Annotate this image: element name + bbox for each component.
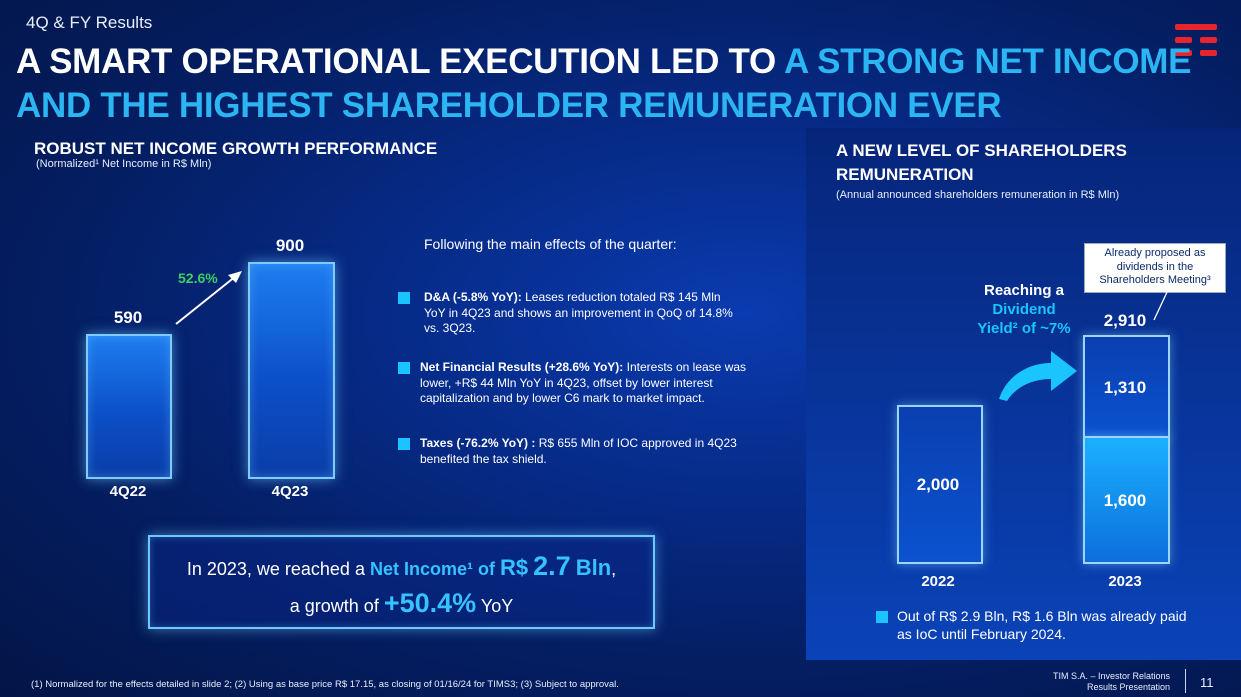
bar-2022 xyxy=(897,405,983,564)
bar-4q22 xyxy=(86,334,172,479)
page-title: A SMART OPERATIONAL EXECUTION LED TO A S… xyxy=(16,40,1196,128)
effect-text: Leases reduction totaled R$ 145 Mln YoY … xyxy=(424,290,733,335)
bar-2023-paid xyxy=(1083,436,1170,564)
bar-category-4q22: 4Q22 xyxy=(109,483,147,500)
left-chart-subheading: (Normalized¹ Net Income in R$ Mln) xyxy=(36,158,212,170)
effects-heading: Following the main effects of the quarte… xyxy=(424,236,677,252)
footnote: (1) Normalized for the effects detailed … xyxy=(31,679,619,690)
effect-item-da: D&A (-5.8% YoY): Leases reduction totale… xyxy=(424,290,744,337)
bar-value-4q23: 900 xyxy=(275,236,305,255)
bullet-square-icon xyxy=(398,362,410,374)
reaching-line-2: Dividend xyxy=(992,301,1056,318)
proposed-note-text: Already proposed as dividends in the Sha… xyxy=(1099,247,1211,286)
effect-text: R$ 655 Mln of IOC approved in 4Q23 benef… xyxy=(420,436,737,466)
bullet-square-icon xyxy=(398,292,410,304)
bullet-square-icon xyxy=(876,611,888,623)
total-2023: 2,910 xyxy=(1103,311,1147,330)
callout-pointer-icon xyxy=(1153,290,1169,321)
callout-currency: R$ xyxy=(500,555,529,580)
growth-label: 52.6% xyxy=(178,270,218,286)
right-chart-heading: A NEW LEVEL OF SHAREHOLDERS REMUNERATION xyxy=(836,141,1127,184)
growth-arrow-icon xyxy=(175,271,242,325)
footer-company-line-2: Results Presentation xyxy=(1086,682,1170,692)
curved-arrow-icon xyxy=(999,351,1077,401)
effect-label: Net Financial Results (+28.6% YoY): xyxy=(420,360,624,374)
effect-item-taxes: Taxes (-76.2% YoY) : R$ 655 Mln of IOC a… xyxy=(420,436,752,467)
reaching-line-1: Reaching a xyxy=(983,282,1065,299)
footer-company: TIM S.A. – Investor Relations Results Pr… xyxy=(1020,671,1170,693)
bar-2023-proposed xyxy=(1083,335,1170,440)
remuneration-note: Out of R$ 2.9 Bln, R$ 1.6 Bln was alread… xyxy=(897,608,1187,642)
footer-company-line-1: TIM S.A. – Investor Relations xyxy=(1052,671,1170,681)
dividend-yield-note: Reaching a Dividend Yield² of ~7% xyxy=(962,281,1086,338)
callout-line-2: a growth of +50.4% YoY xyxy=(150,588,653,619)
callout-line-1: In 2023, we reached a Net Income¹ of R$ … xyxy=(150,551,653,582)
bar-category-2022: 2022 xyxy=(921,573,955,590)
bar-value-4q22: 590 xyxy=(113,308,143,327)
effect-label: D&A (-5.8% YoY): xyxy=(424,290,522,304)
callout-net-income-label: Net Income¹ of xyxy=(369,559,495,579)
bullet-square-icon xyxy=(398,438,410,450)
bar-value-2023-proposed: 1,310 xyxy=(1103,378,1147,397)
footer-divider xyxy=(1185,669,1186,693)
page-number: 11 xyxy=(1200,675,1214,690)
callout-prefix: In 2023, we reached a xyxy=(186,559,370,579)
effect-label: Taxes (-76.2% YoY) : xyxy=(420,436,536,450)
bar-category-2023: 2023 xyxy=(1108,573,1142,590)
callout-growth: +50.4% xyxy=(383,588,477,618)
effect-item-financial: Net Financial Results (+28.6% YoY): Inte… xyxy=(420,360,752,407)
tim-logo-icon xyxy=(1175,24,1217,56)
title-part-white: A SMART OPERATIONAL EXECUTION LED TO xyxy=(16,42,785,81)
callout-yoy: YoY xyxy=(480,596,514,616)
callout-unit: Bln xyxy=(575,555,612,580)
net-income-callout: In 2023, we reached a Net Income¹ of R$ … xyxy=(148,535,655,629)
callout-line2-prefix: a growth of xyxy=(289,596,384,616)
right-chart-subheading: (Annual announced shareholders remunerat… xyxy=(836,189,1120,201)
effect-text: Interests on lease was lower, +R$ 44 Mln… xyxy=(420,360,747,405)
callout-amount: 2.7 xyxy=(533,551,571,581)
title-part-blue: A STRONG NET INCOME AND THE HIGHEST SHAR… xyxy=(16,42,1192,125)
callout-comma: , xyxy=(611,559,617,579)
left-chart-heading: ROBUST NET INCOME GROWTH PERFORMANCE xyxy=(34,139,438,158)
section-label: 4Q & FY Results xyxy=(26,13,153,32)
bar-value-2022: 2,000 xyxy=(916,475,960,494)
bar-category-4q23: 4Q23 xyxy=(271,483,309,500)
bar-4q23 xyxy=(248,262,335,479)
reaching-line-3: Yield² of ~7% xyxy=(977,320,1071,337)
proposed-note-box: Already proposed as dividends in the Sha… xyxy=(1084,243,1226,293)
bar-value-2023-paid: 1,600 xyxy=(1103,491,1147,510)
